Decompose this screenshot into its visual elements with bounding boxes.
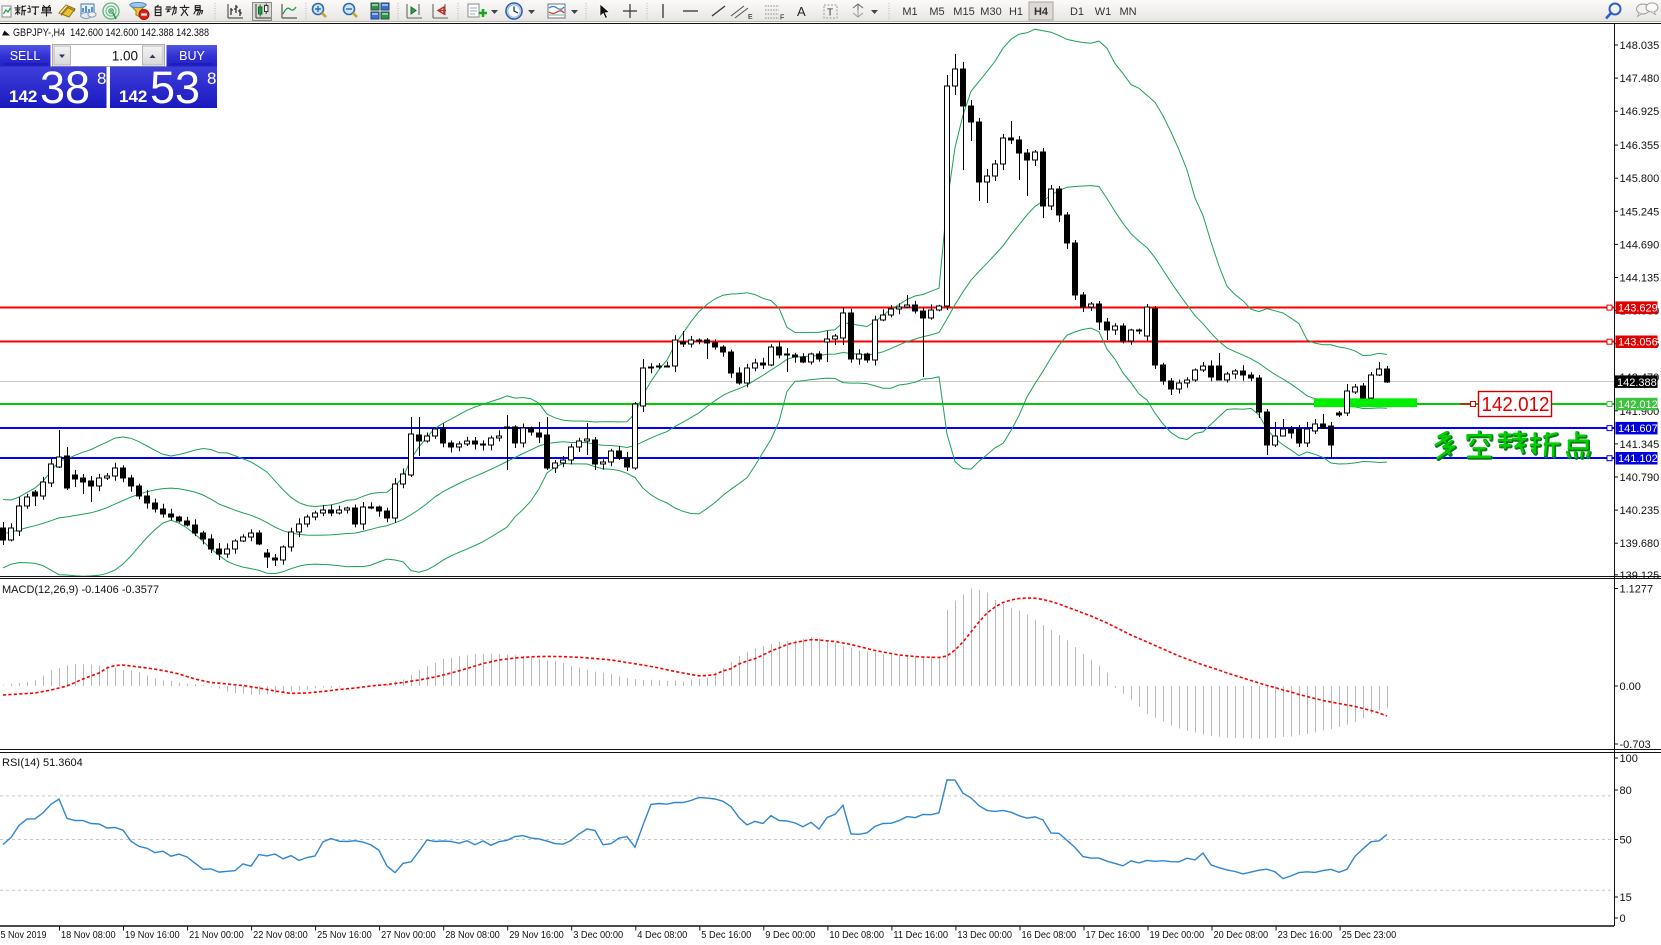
svg-text:142: 142 xyxy=(119,87,147,106)
svg-text:1.1277: 1.1277 xyxy=(1620,584,1654,596)
svg-text:3 Dec 00:00: 3 Dec 00:00 xyxy=(573,930,623,941)
svg-text:0.00: 0.00 xyxy=(1620,681,1641,693)
svg-text:148.035: 148.035 xyxy=(1620,40,1660,52)
svg-text:142.388: 142.388 xyxy=(1617,377,1657,389)
svg-text:23 Dec 16:00: 23 Dec 16:00 xyxy=(1278,930,1333,941)
svg-text:A: A xyxy=(797,4,806,19)
svg-text:9 Dec 00:00: 9 Dec 00:00 xyxy=(765,930,815,941)
svg-text:GBPJPY-,H4 142.600 142.600 14: GBPJPY-,H4 142.600 142.600 142.388 142.3… xyxy=(13,27,209,39)
svg-text:141.102: 141.102 xyxy=(1618,453,1658,465)
svg-text:38: 38 xyxy=(40,62,90,113)
svg-text:143.629: 143.629 xyxy=(1618,303,1658,315)
svg-text:145.245: 145.245 xyxy=(1620,206,1660,218)
svg-text:21 Nov 00:00: 21 Nov 00:00 xyxy=(189,930,244,941)
svg-text:140.790: 140.790 xyxy=(1620,472,1660,484)
svg-text:144.135: 144.135 xyxy=(1620,273,1660,285)
svg-text:M30: M30 xyxy=(980,6,1001,18)
svg-text:27 Nov 00:00: 27 Nov 00:00 xyxy=(381,930,436,941)
svg-text:142.012: 142.012 xyxy=(1618,399,1658,411)
svg-text:29 Nov 16:00: 29 Nov 16:00 xyxy=(509,930,564,941)
svg-text:0: 0 xyxy=(1620,913,1626,925)
svg-text:E: E xyxy=(748,14,753,21)
svg-text:8: 8 xyxy=(97,69,106,88)
svg-text:144.690: 144.690 xyxy=(1620,239,1660,251)
svg-text:F: F xyxy=(780,15,784,22)
svg-text:W1: W1 xyxy=(1095,6,1112,18)
svg-text:M5: M5 xyxy=(929,6,944,18)
svg-text:146.925: 146.925 xyxy=(1620,106,1660,118)
svg-text:143.056: 143.056 xyxy=(1618,337,1658,349)
svg-text:19 Nov 16:00: 19 Nov 16:00 xyxy=(125,930,180,941)
svg-text:T: T xyxy=(827,8,833,19)
svg-text:141.607: 141.607 xyxy=(1618,423,1658,435)
svg-text:25 Dec 23:00: 25 Dec 23:00 xyxy=(1342,930,1397,941)
svg-text:13 Dec 00:00: 13 Dec 00:00 xyxy=(957,930,1012,941)
svg-text:17 Dec 16:00: 17 Dec 16:00 xyxy=(1086,930,1141,941)
svg-text:18 Nov 08:00: 18 Nov 08:00 xyxy=(61,930,116,941)
svg-text:16 Dec 08:00: 16 Dec 08:00 xyxy=(1022,930,1077,941)
svg-text:5 Dec 16:00: 5 Dec 16:00 xyxy=(701,930,751,941)
svg-text:15: 15 xyxy=(1620,892,1632,904)
svg-text:28 Nov 08:00: 28 Nov 08:00 xyxy=(445,930,500,941)
svg-text:20 Dec 08:00: 20 Dec 08:00 xyxy=(1214,930,1269,941)
svg-text:8: 8 xyxy=(207,69,216,88)
svg-text:M15: M15 xyxy=(953,6,974,18)
svg-text:1.00: 1.00 xyxy=(112,49,138,64)
svg-text:SELL: SELL xyxy=(10,49,41,63)
svg-text:80: 80 xyxy=(1620,785,1632,797)
svg-text:142: 142 xyxy=(9,87,37,106)
svg-text:145.800: 145.800 xyxy=(1620,173,1660,185)
svg-text:53: 53 xyxy=(150,62,200,113)
svg-text:RSI(14) 51.3604: RSI(14) 51.3604 xyxy=(2,757,83,769)
svg-text:142.012: 142.012 xyxy=(1482,394,1550,416)
svg-text:100: 100 xyxy=(1620,753,1638,765)
svg-text:-0.703: -0.703 xyxy=(1620,739,1651,751)
svg-text:50: 50 xyxy=(1620,835,1632,847)
svg-text:140.235: 140.235 xyxy=(1620,505,1660,517)
svg-text:MN: MN xyxy=(1119,6,1136,18)
svg-text:19 Dec 00:00: 19 Dec 00:00 xyxy=(1150,930,1205,941)
svg-text:H1: H1 xyxy=(1009,6,1023,18)
svg-text:139.125: 139.125 xyxy=(1620,570,1660,582)
svg-text:D1: D1 xyxy=(1070,6,1084,18)
svg-text:11 Dec 16:00: 11 Dec 16:00 xyxy=(893,930,948,941)
svg-text:10 Dec 08:00: 10 Dec 08:00 xyxy=(829,930,884,941)
svg-text:147.480: 147.480 xyxy=(1620,73,1660,85)
svg-text:22 Nov 08:00: 22 Nov 08:00 xyxy=(253,930,308,941)
svg-text:139.680: 139.680 xyxy=(1620,538,1660,550)
svg-text:H4: H4 xyxy=(1034,6,1049,18)
svg-text:MACD(12,26,9) -0.1406 -0.3577: MACD(12,26,9) -0.1406 -0.3577 xyxy=(2,584,159,596)
svg-text:5 Nov 2019: 5 Nov 2019 xyxy=(1,930,47,941)
svg-text:BUY: BUY xyxy=(179,49,205,63)
svg-text:141.345: 141.345 xyxy=(1620,439,1660,451)
svg-text:146.355: 146.355 xyxy=(1620,140,1660,152)
svg-text:M1: M1 xyxy=(902,6,917,18)
svg-text:4 Dec 08:00: 4 Dec 08:00 xyxy=(637,930,687,941)
svg-text:25 Nov 16:00: 25 Nov 16:00 xyxy=(317,930,372,941)
